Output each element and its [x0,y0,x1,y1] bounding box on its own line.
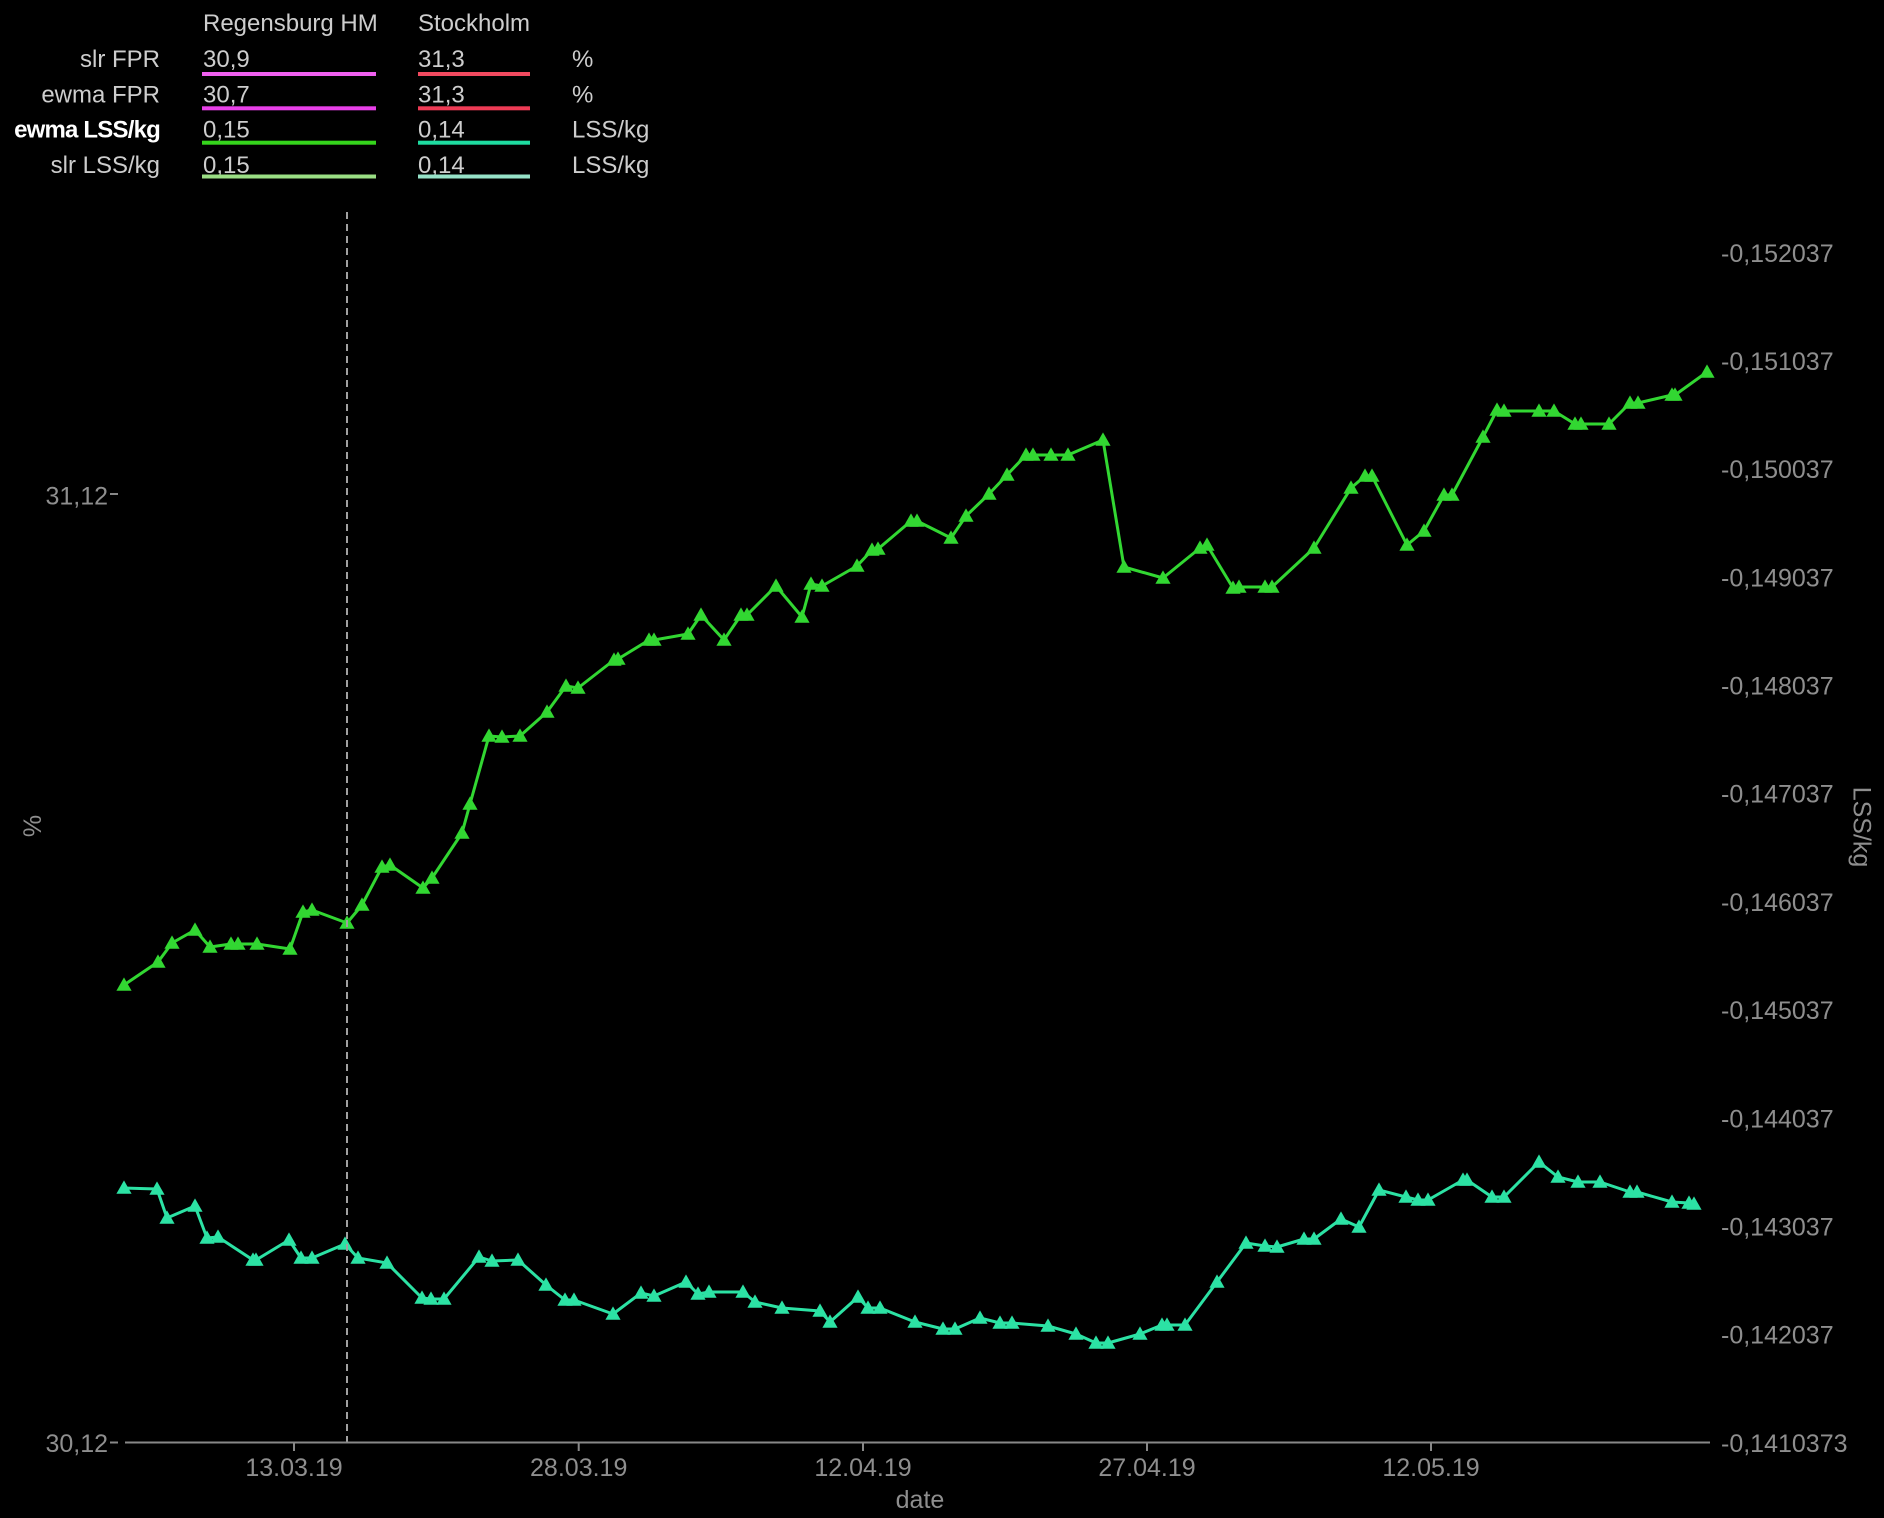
svg-text:-0,149037: -0,149037 [1721,564,1834,592]
svg-text:-0,146037: -0,146037 [1721,889,1834,917]
svg-text:28.03.19: 28.03.19 [530,1454,627,1482]
svg-text:13.03.19: 13.03.19 [245,1454,342,1482]
svg-text:ewma FPR: ewma FPR [41,81,160,108]
svg-text:27.04.19: 27.04.19 [1098,1454,1195,1482]
svg-text:%: % [572,81,593,108]
svg-text:-0,143037: -0,143037 [1721,1213,1834,1241]
svg-text:31,12: 31,12 [45,483,108,511]
svg-text:30,7: 30,7 [203,81,250,108]
svg-text:date: date [896,1486,945,1514]
svg-text:0,15: 0,15 [203,117,250,144]
svg-text:ewma LSS/kg: ewma LSS/kg [14,117,160,144]
svg-text:31,3: 31,3 [418,81,465,108]
svg-text:-0,145037: -0,145037 [1721,997,1834,1025]
svg-text:-0,1410373: -0,1410373 [1721,1430,1848,1458]
svg-text:0,14: 0,14 [418,117,465,144]
svg-text:LSS/kg: LSS/kg [1848,787,1876,868]
svg-text:30,9: 30,9 [203,46,250,73]
svg-text:Stockholm: Stockholm [418,10,530,37]
svg-text:12.05.19: 12.05.19 [1382,1454,1479,1482]
svg-text:slr FPR: slr FPR [80,46,160,73]
svg-text:30,12: 30,12 [45,1430,108,1458]
svg-text:-0,150037: -0,150037 [1721,456,1834,484]
svg-text:-0,151037: -0,151037 [1721,348,1834,376]
svg-text:Regensburg HM: Regensburg HM [203,10,378,37]
svg-text:12.04.19: 12.04.19 [814,1454,911,1482]
svg-text:31,3: 31,3 [418,46,465,73]
svg-text:LSS/kg: LSS/kg [572,117,649,144]
svg-text:-0,142037: -0,142037 [1721,1322,1834,1350]
svg-text:%: % [572,46,593,73]
svg-text:%: % [19,815,47,837]
svg-text:slr LSS/kg: slr LSS/kg [51,152,160,179]
svg-text:-0,147037: -0,147037 [1721,781,1834,809]
svg-text:-0,152037: -0,152037 [1721,240,1834,268]
svg-text:-0,144037: -0,144037 [1721,1105,1834,1133]
svg-text:LSS/kg: LSS/kg [572,152,649,179]
svg-text:-0,148037: -0,148037 [1721,673,1834,701]
